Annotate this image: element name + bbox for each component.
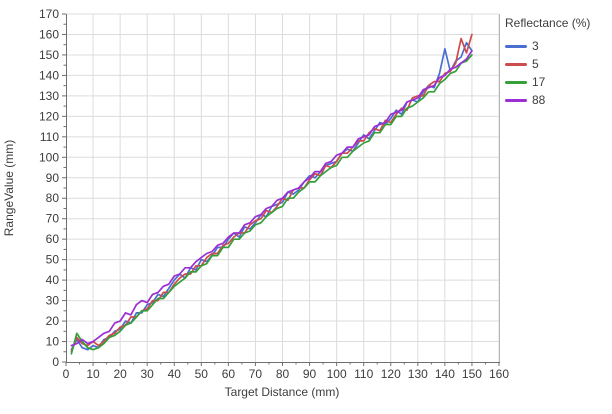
x-axis-title: Target Distance (mm) bbox=[225, 385, 340, 399]
series-line-88 bbox=[70, 49, 473, 347]
y-tick-label: 100 bbox=[39, 150, 59, 164]
y-tick-label: 150 bbox=[39, 48, 59, 62]
y-tick-label: 10 bbox=[46, 335, 60, 349]
data-series bbox=[70, 33, 473, 355]
legend-item-17: 17 bbox=[505, 73, 590, 91]
legend-swatch-icon bbox=[505, 98, 527, 102]
y-tick-label: 50 bbox=[46, 253, 60, 267]
x-tick-label: 160 bbox=[489, 367, 509, 381]
legend-title: Reflectance (%) bbox=[505, 16, 591, 30]
legend-swatch-icon bbox=[505, 80, 527, 84]
x-tick-label: 90 bbox=[303, 367, 317, 381]
legend-item-5: 5 bbox=[505, 55, 590, 73]
legend-label: 3 bbox=[532, 39, 539, 53]
x-tick-label: 50 bbox=[195, 367, 209, 381]
x-tick-label: 80 bbox=[276, 367, 290, 381]
y-tick-label: 90 bbox=[46, 171, 60, 185]
y-tick-label: 120 bbox=[39, 109, 59, 123]
legend-item-3: 3 bbox=[505, 37, 590, 55]
x-tick-label: 150 bbox=[462, 367, 482, 381]
legend-label: 5 bbox=[532, 57, 539, 71]
legend-item-88: 88 bbox=[505, 91, 590, 109]
x-tick-label: 30 bbox=[141, 367, 155, 381]
x-tick-label: 120 bbox=[381, 367, 401, 381]
y-tick-label: 170 bbox=[39, 7, 59, 21]
x-tick-label: 70 bbox=[249, 367, 263, 381]
x-tick-label: 40 bbox=[168, 367, 182, 381]
x-tick-label: 60 bbox=[222, 367, 236, 381]
x-tick-label: 20 bbox=[113, 367, 127, 381]
y-tick-label: 70 bbox=[46, 212, 60, 226]
gridlines bbox=[66, 13, 500, 362]
y-tick-label: 160 bbox=[39, 27, 59, 41]
legend-label: 17 bbox=[532, 75, 546, 89]
y-tick-label: 30 bbox=[46, 294, 60, 308]
axis-ticks bbox=[62, 13, 500, 366]
y-tick-label: 130 bbox=[39, 89, 59, 103]
y-tick-label: 110 bbox=[40, 130, 59, 144]
y-tick-label: 140 bbox=[39, 68, 59, 82]
y-tick-label: 20 bbox=[46, 314, 60, 328]
series-line-17 bbox=[70, 54, 473, 355]
x-tick-label: 140 bbox=[435, 367, 455, 381]
x-tick-label: 0 bbox=[63, 367, 70, 381]
series-line-5 bbox=[70, 33, 473, 353]
y-axis-title: RangeValue (mm) bbox=[2, 140, 16, 236]
legend-swatch-icon bbox=[505, 44, 527, 48]
series-line-3 bbox=[70, 41, 473, 351]
x-tick-label: 130 bbox=[408, 367, 428, 381]
axis-tick-labels: 0 10 20 30 40 50 60 70 80 90 100 110 120 130 140 150 160… bbox=[39, 7, 509, 381]
legend-items: 3 5 17 88 bbox=[505, 37, 590, 109]
y-tick-label: 80 bbox=[46, 191, 60, 205]
legend-label: 88 bbox=[532, 93, 546, 107]
x-tick-label: 110 bbox=[354, 367, 373, 381]
y-tick-label: 0 bbox=[52, 355, 59, 369]
y-tick-label: 60 bbox=[46, 232, 60, 246]
legend: Reflectance (%) 3 5 17 88 bbox=[505, 16, 590, 109]
x-tick-label: 100 bbox=[327, 367, 347, 381]
legend-swatch-icon bbox=[505, 62, 527, 66]
y-tick-label: 40 bbox=[46, 273, 60, 287]
x-tick-label: 10 bbox=[86, 367, 100, 381]
